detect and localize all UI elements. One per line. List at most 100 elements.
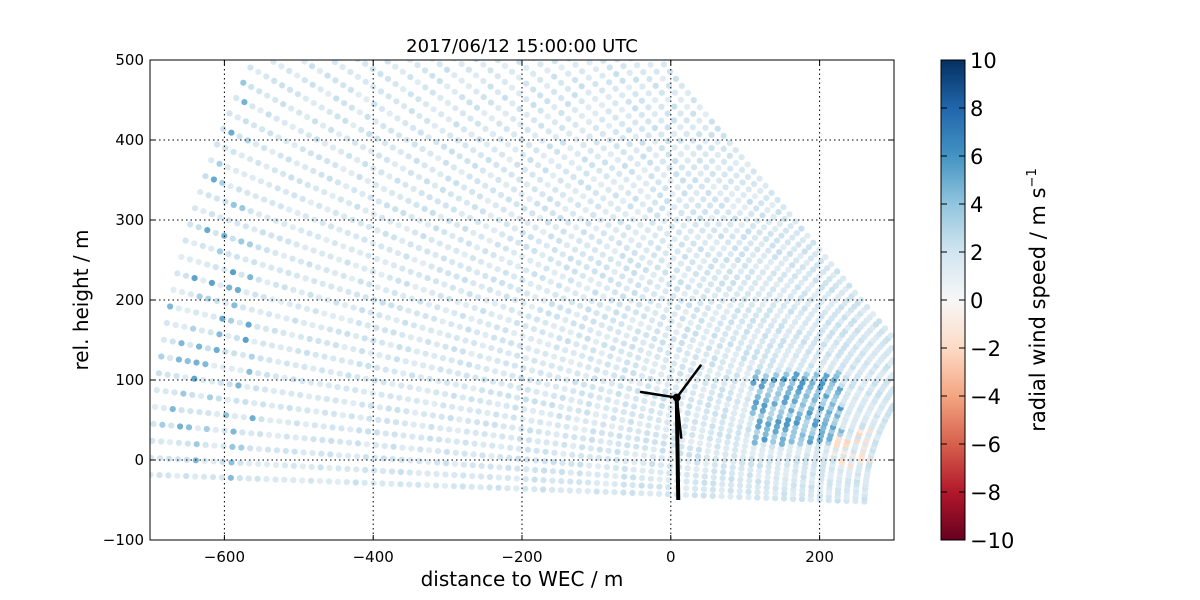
scan-point bbox=[673, 353, 680, 360]
scan-point bbox=[732, 159, 740, 166]
scan-point bbox=[495, 216, 502, 224]
scan-point bbox=[315, 337, 322, 345]
scan-point bbox=[285, 269, 292, 277]
scan-point bbox=[318, 450, 325, 457]
scan-point bbox=[744, 396, 751, 403]
scan-point bbox=[692, 221, 699, 228]
scan-point bbox=[395, 222, 402, 229]
scan-point bbox=[544, 181, 551, 188]
scan-point bbox=[497, 453, 504, 461]
scan-point bbox=[689, 390, 697, 397]
scan-point bbox=[411, 256, 418, 263]
scan-point bbox=[716, 177, 723, 184]
scan-point bbox=[312, 308, 319, 315]
scan-point bbox=[799, 237, 807, 244]
scan-point bbox=[798, 294, 805, 301]
scan-point bbox=[762, 431, 769, 438]
scan-point bbox=[744, 173, 752, 181]
scan-point bbox=[623, 265, 630, 272]
scan-point bbox=[300, 319, 307, 326]
scan-point bbox=[741, 296, 748, 303]
scan-point bbox=[216, 331, 223, 338]
scan-point bbox=[703, 460, 710, 467]
scan-point bbox=[465, 417, 472, 424]
scan-point bbox=[417, 298, 424, 305]
scan-point bbox=[531, 247, 538, 255]
scan-point bbox=[473, 72, 480, 79]
scan-point bbox=[645, 350, 653, 357]
scan-point bbox=[688, 438, 695, 445]
scan-point bbox=[601, 313, 609, 320]
scan-point bbox=[657, 410, 664, 417]
scan-point bbox=[334, 179, 341, 186]
scan-point bbox=[367, 194, 374, 201]
scan-point bbox=[476, 193, 484, 200]
scan-point bbox=[519, 332, 526, 339]
scan-point bbox=[346, 200, 353, 207]
scan-point bbox=[689, 137, 697, 144]
scan-point bbox=[558, 79, 565, 86]
scan-point bbox=[706, 202, 714, 209]
scan-point bbox=[697, 170, 704, 177]
scan-point bbox=[415, 96, 422, 103]
scan-point bbox=[375, 152, 383, 159]
scan-point bbox=[379, 480, 386, 487]
scan-point bbox=[193, 441, 200, 448]
scan-point bbox=[420, 286, 427, 293]
scan-point bbox=[777, 385, 784, 392]
scan-point bbox=[369, 240, 376, 247]
scan-point bbox=[182, 272, 190, 279]
scan-point bbox=[763, 397, 770, 404]
scan-point bbox=[198, 327, 205, 334]
scan-point bbox=[751, 180, 758, 188]
scan-point bbox=[544, 288, 551, 295]
scan-point bbox=[721, 457, 728, 464]
x-tick-label: −200 bbox=[501, 548, 542, 566]
scan-point bbox=[383, 287, 390, 294]
scan-point bbox=[579, 68, 586, 75]
scan-point bbox=[705, 345, 713, 352]
scan-point bbox=[221, 427, 228, 434]
scan-point bbox=[296, 109, 303, 116]
scan-point bbox=[745, 483, 753, 490]
scan-point bbox=[622, 401, 629, 408]
scan-point bbox=[323, 236, 330, 243]
scan-point bbox=[408, 445, 415, 452]
scan-point bbox=[242, 118, 249, 125]
scan-point bbox=[213, 346, 220, 354]
scan-point bbox=[483, 141, 490, 148]
scan-point bbox=[395, 277, 402, 284]
scan-point bbox=[386, 246, 393, 253]
scan-point bbox=[499, 231, 506, 238]
scan-point bbox=[570, 173, 577, 181]
scan-point bbox=[567, 277, 575, 284]
scan-point bbox=[513, 320, 521, 327]
scan-point bbox=[702, 151, 709, 158]
scan-point bbox=[419, 145, 426, 153]
scan-point bbox=[805, 315, 812, 322]
scan-point bbox=[666, 211, 673, 218]
scan-point bbox=[439, 127, 446, 134]
scan-point bbox=[498, 255, 505, 262]
scan-point bbox=[738, 387, 745, 394]
scan-point bbox=[723, 256, 730, 264]
scan-point bbox=[654, 328, 661, 335]
scan-point bbox=[752, 296, 759, 303]
scan-point bbox=[495, 104, 502, 112]
scan-point bbox=[391, 368, 398, 375]
scan-point bbox=[721, 380, 728, 387]
scan-point bbox=[454, 298, 461, 305]
scan-point bbox=[175, 356, 182, 363]
scan-point bbox=[784, 461, 791, 469]
scan-point bbox=[570, 210, 577, 217]
scan-point bbox=[610, 317, 617, 324]
scan-point bbox=[585, 479, 592, 486]
scan-point bbox=[488, 115, 495, 122]
scan-point bbox=[537, 61, 544, 68]
scan-point bbox=[607, 200, 614, 207]
scan-point bbox=[652, 152, 660, 159]
scan-point bbox=[167, 354, 174, 362]
scan-point bbox=[204, 227, 211, 234]
scan-point bbox=[775, 390, 782, 397]
scan-point bbox=[502, 269, 509, 276]
